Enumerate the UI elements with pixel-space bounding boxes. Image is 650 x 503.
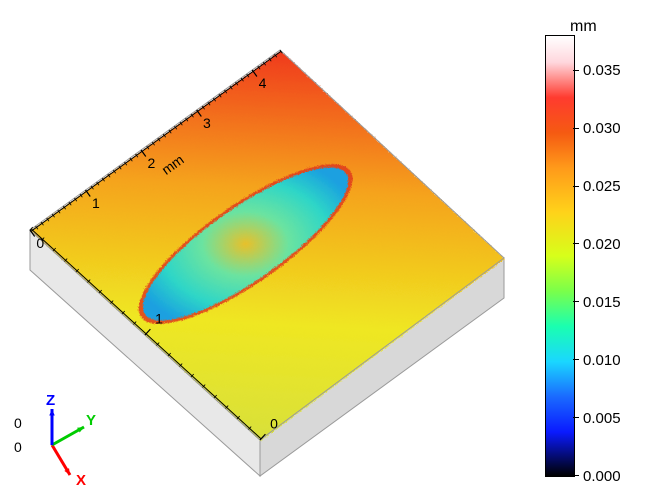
colorbar-tick xyxy=(573,243,579,244)
svg-text:0: 0 xyxy=(14,439,22,455)
colorbar-tick-label: 0.020 xyxy=(583,236,621,253)
colorbar-tick xyxy=(573,186,579,187)
svg-text:2: 2 xyxy=(147,155,155,171)
svg-text:X: X xyxy=(76,472,86,489)
colorbar-tick xyxy=(573,70,579,71)
colorbar-tick xyxy=(573,475,579,476)
colorbar-tick-label: 0.005 xyxy=(583,410,621,427)
svg-text:4: 4 xyxy=(259,75,267,91)
colorbar-tick-label: 0.025 xyxy=(583,178,621,195)
svg-text:3: 3 xyxy=(203,115,211,131)
colorbar-tick xyxy=(573,359,579,360)
colorbar-tick-label: 0.030 xyxy=(583,120,621,137)
colorbar-tick xyxy=(573,128,579,129)
colorbar-tick xyxy=(573,417,579,418)
colorbar-tick-label: 0.035 xyxy=(583,62,621,79)
figure: 01234mm0100XYZ mm 0.0350.0300.0250.0200.… xyxy=(0,0,650,503)
svg-text:Y: Y xyxy=(86,412,96,429)
svg-text:Z: Z xyxy=(46,392,55,409)
svg-text:1: 1 xyxy=(92,195,100,211)
colorbar-gradient xyxy=(545,35,575,477)
svg-text:1: 1 xyxy=(155,311,163,327)
svg-text:0: 0 xyxy=(14,415,22,431)
colorbar-tick-label: 0.010 xyxy=(583,352,621,369)
svg-text:0: 0 xyxy=(270,416,278,432)
surface-plot-3d: 01234mm0100XYZ xyxy=(0,20,510,490)
colorbar-tick-label: 0.015 xyxy=(583,294,621,311)
colorbar-tick-label: 0.000 xyxy=(583,468,621,485)
colorbar-unit-label: mm xyxy=(570,18,597,36)
colorbar-tick xyxy=(573,301,579,302)
